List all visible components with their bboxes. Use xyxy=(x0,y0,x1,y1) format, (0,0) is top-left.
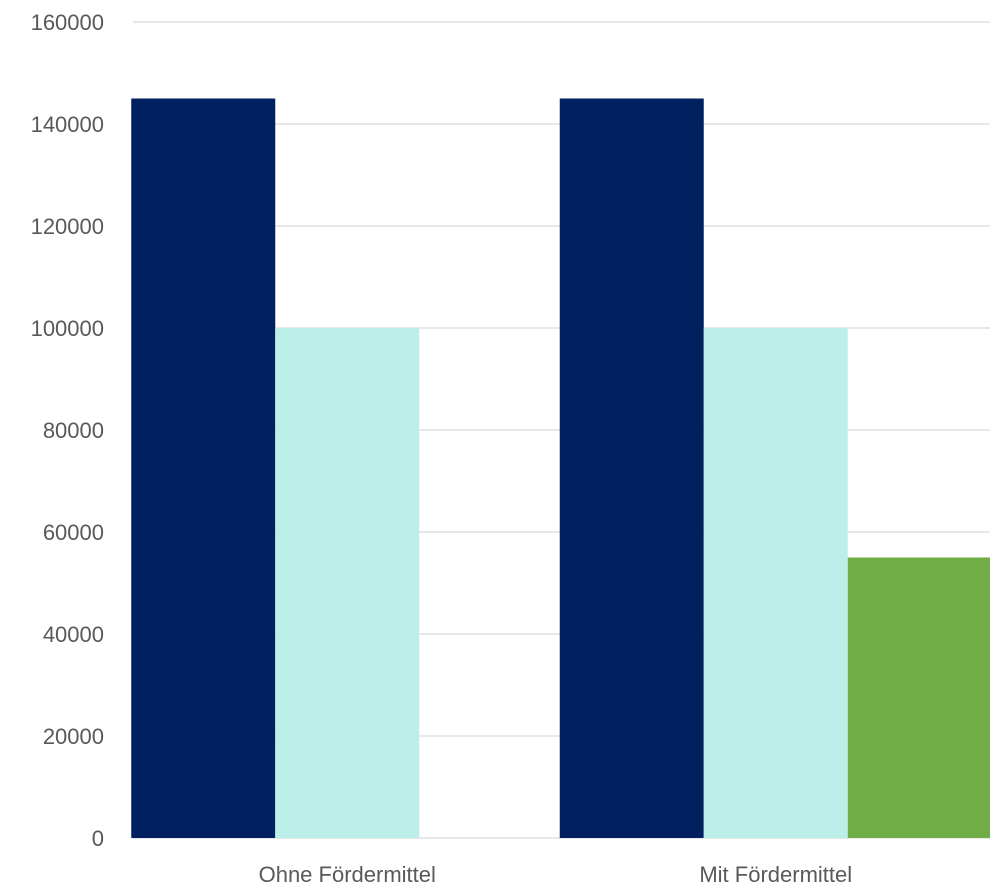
bar-series-1-cat-1 xyxy=(131,98,276,838)
x-category-label: Mit Fördermittel xyxy=(699,862,852,887)
y-tick-label: 60000 xyxy=(43,520,104,545)
y-tick-label: 20000 xyxy=(43,724,104,749)
y-axis-tick-labels: 0 20000 40000 60000 80000 100000 120000 140000 1… xyxy=(31,10,104,851)
x-axis-category-labels: Ohne Fördermittel Mit Fördermittel xyxy=(259,862,853,887)
bars xyxy=(131,98,990,838)
bar-series-2-cat-1 xyxy=(275,328,420,838)
x-category-label: Ohne Fördermittel xyxy=(259,862,436,887)
y-tick-label: 140000 xyxy=(31,112,104,137)
bar-series-2-cat-2 xyxy=(703,328,848,838)
bar-series-1-cat-2 xyxy=(559,98,704,838)
y-tick-label: 40000 xyxy=(43,622,104,647)
y-tick-label: 160000 xyxy=(31,10,104,35)
y-tick-label: 120000 xyxy=(31,214,104,239)
y-tick-label: 80000 xyxy=(43,418,104,443)
y-tick-label: 100000 xyxy=(31,316,104,341)
y-tick-label: 0 xyxy=(92,826,104,851)
bar-series-3-cat-2 xyxy=(847,557,990,838)
